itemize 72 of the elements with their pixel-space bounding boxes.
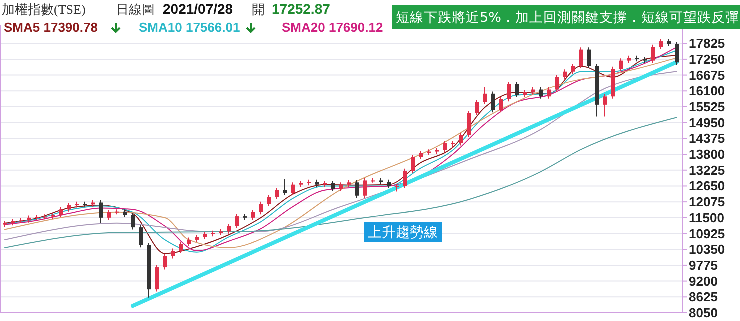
candlestick bbox=[331, 180, 335, 192]
candlestick bbox=[571, 64, 575, 75]
y-tick-label: 15525 bbox=[689, 99, 726, 114]
candlestick bbox=[603, 94, 607, 118]
candlestick bbox=[515, 82, 519, 98]
candlestick bbox=[131, 212, 135, 230]
y-tick-label: 16100 bbox=[689, 84, 726, 99]
candlestick bbox=[283, 178, 287, 196]
y-tick-label: 14950 bbox=[689, 115, 726, 130]
candlestick bbox=[443, 140, 447, 154]
candlestick bbox=[483, 86, 487, 105]
candlestick bbox=[651, 44, 655, 64]
annotation: 上升趨勢線 bbox=[368, 225, 438, 241]
text: 日線圖 bbox=[116, 2, 155, 17]
text: 17252.87 bbox=[272, 1, 331, 17]
candlestick bbox=[619, 58, 623, 72]
y-tick-label: 17250 bbox=[689, 52, 726, 67]
candlestick bbox=[59, 206, 63, 218]
y-tick-label: 13800 bbox=[689, 147, 726, 162]
y-tick-label: 9200 bbox=[689, 274, 718, 289]
y-tick-label: 8050 bbox=[689, 306, 718, 320]
y-tick-label: 12650 bbox=[689, 178, 726, 194]
candlestick bbox=[467, 110, 471, 138]
candlestick bbox=[155, 264, 159, 292]
candlestick bbox=[99, 200, 103, 224]
annotation: 短線下跌將近5%．加上回測關鍵支撐．短線可望跌反彈 bbox=[396, 10, 740, 26]
y-tick-label: 13225 bbox=[689, 162, 726, 178]
text: SMA20 17690.12 bbox=[282, 20, 384, 35]
candlestick bbox=[363, 178, 367, 199]
candlestick bbox=[275, 188, 279, 200]
y-tick-label: 10925 bbox=[689, 226, 726, 242]
candlestick bbox=[459, 132, 463, 146]
y-tick-label: 14375 bbox=[689, 131, 726, 146]
candlestick bbox=[259, 201, 263, 216]
y-tick-label: 10350 bbox=[689, 242, 726, 258]
candlestick bbox=[539, 87, 543, 100]
candlestick bbox=[475, 99, 479, 116]
candlestick bbox=[267, 194, 271, 207]
candlestick bbox=[555, 74, 559, 92]
y-tick-label: 9775 bbox=[689, 258, 718, 273]
candlestick bbox=[163, 254, 167, 270]
candlestick bbox=[675, 42, 679, 66]
candlestick bbox=[251, 210, 255, 221]
candlestick bbox=[139, 224, 143, 248]
line-series bbox=[4, 117, 678, 248]
candlestick bbox=[179, 241, 183, 254]
candlestick bbox=[227, 223, 231, 234]
y-tick-label: 11500 bbox=[689, 210, 724, 226]
candlestick bbox=[659, 38, 663, 50]
candlestick bbox=[587, 47, 591, 70]
candlestick bbox=[547, 87, 551, 100]
candlestick bbox=[171, 248, 175, 260]
candlestick bbox=[107, 210, 111, 221]
y-tick-label: 16675 bbox=[689, 68, 726, 83]
text: 開 bbox=[252, 2, 265, 17]
text: SMA5 17390.78 bbox=[4, 20, 98, 35]
candlestick bbox=[355, 180, 359, 199]
candlestick bbox=[491, 91, 495, 114]
candlestick bbox=[403, 168, 407, 189]
text: 2021/07/28 bbox=[163, 1, 234, 17]
y-tick-label: 12075 bbox=[689, 194, 726, 210]
candlestick bbox=[507, 82, 511, 102]
candlestick bbox=[499, 96, 503, 114]
text: SMA10 17566.01 bbox=[139, 20, 240, 35]
chart-title: 加權指數(TSE) bbox=[2, 2, 86, 17]
candlestick bbox=[563, 69, 567, 80]
y-tick-label: 17825 bbox=[689, 36, 726, 52]
candlestick bbox=[291, 182, 295, 196]
y-tick-label: 8625 bbox=[689, 290, 718, 305]
candlestick bbox=[411, 154, 415, 174]
candlestick bbox=[579, 47, 583, 70]
candlestick bbox=[235, 214, 239, 229]
